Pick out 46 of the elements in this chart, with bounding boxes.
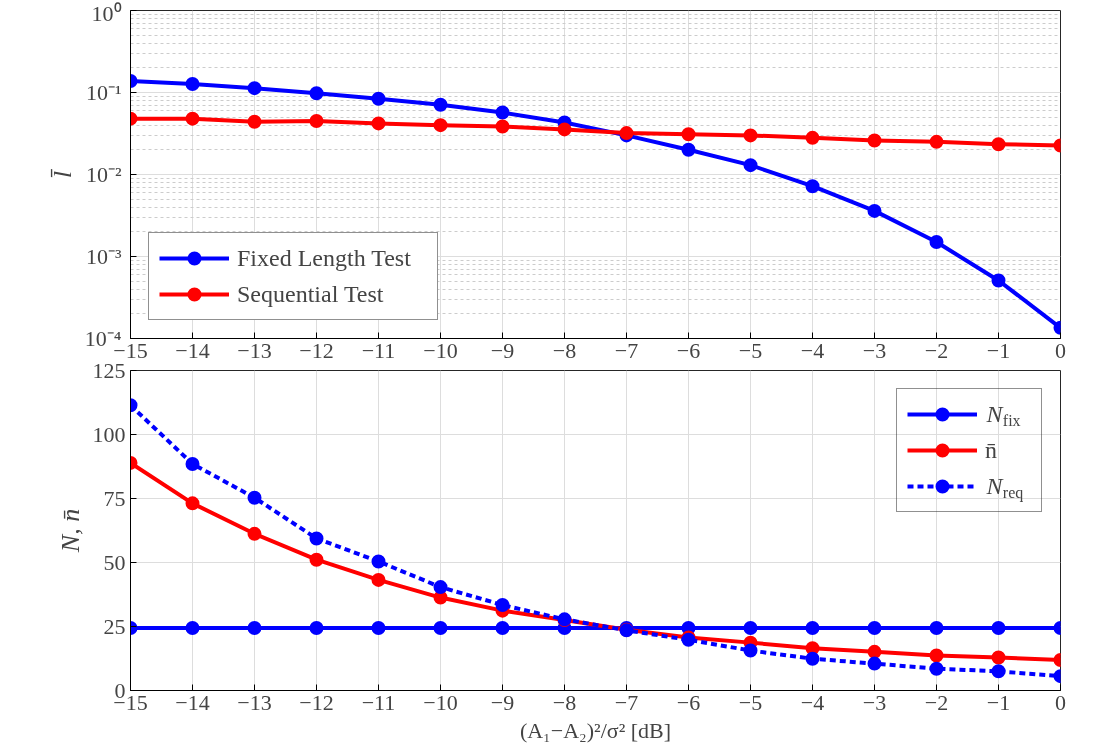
x-tick-label: −12 — [299, 689, 334, 715]
y-axis-title: N, n̄ — [55, 508, 85, 554]
x-tick-label: −3 — [862, 689, 887, 715]
legend-label: Sequential Test — [237, 279, 385, 309]
x-tick-label: −10 — [423, 337, 458, 363]
x-tick-label: −14 — [175, 689, 210, 715]
y-tick-label: 75 — [103, 485, 126, 511]
y-tick-label: 100 — [92, 421, 126, 447]
y-tick-label: 10⁻¹ — [85, 80, 122, 105]
x-tick-label: −6 — [676, 337, 701, 363]
x-tick-label: −13 — [237, 689, 272, 715]
x-tick-label: −14 — [175, 337, 210, 363]
legend-label: n̄ — [985, 435, 998, 465]
y-axis-title: l̄ — [47, 168, 77, 179]
x-tick-label: −6 — [676, 689, 701, 715]
y-tick-label: 10⁻³ — [85, 244, 122, 269]
x-tick-label: −8 — [552, 337, 577, 363]
x-tick-label: −13 — [237, 337, 272, 363]
x-tick-label: −2 — [924, 689, 949, 715]
y-tick-label: 10⁻² — [85, 162, 122, 187]
x-tick-label: −4 — [800, 337, 825, 363]
y-tick-label: 50 — [103, 549, 126, 575]
x-tick-label: −10 — [423, 689, 458, 715]
x-tick-label: −11 — [361, 689, 396, 715]
x-tick-label: −8 — [552, 689, 577, 715]
x-tick-label: 0 — [1055, 689, 1066, 715]
x-tick-label: −3 — [862, 337, 887, 363]
y-tick-label: 25 — [103, 613, 126, 639]
x-tick-label: −2 — [924, 337, 949, 363]
x-axis-title: (A₁−A₂)²/σ² [dB] — [519, 717, 672, 743]
x-tick-label: −7 — [614, 337, 639, 363]
x-tick-label: −1 — [986, 337, 1011, 363]
x-tick-label: −9 — [490, 689, 515, 715]
legend-label: Fixed Length Test — [237, 243, 412, 273]
x-tick-label: −12 — [299, 337, 334, 363]
y-tick-label: 125 — [92, 357, 126, 383]
x-tick-label: −4 — [800, 689, 825, 715]
x-tick-label: 0 — [1055, 337, 1066, 363]
x-tick-label: −11 — [361, 337, 396, 363]
x-tick-label: −9 — [490, 337, 515, 363]
x-tick-label: −5 — [738, 337, 763, 363]
x-tick-label: −7 — [614, 689, 639, 715]
y-tick-label: 10⁻⁴ — [84, 326, 122, 351]
x-tick-label: −5 — [738, 689, 763, 715]
y-tick-label: 10⁰ — [91, 0, 122, 26]
x-tick-label: −1 — [986, 689, 1011, 715]
